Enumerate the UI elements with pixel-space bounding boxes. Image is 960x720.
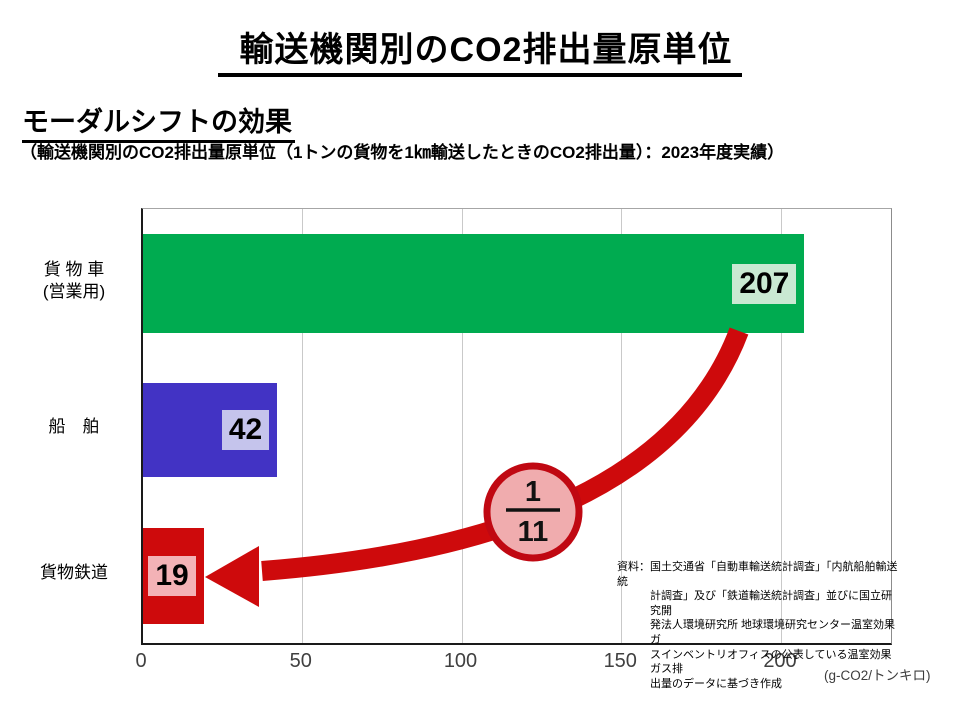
x-tick-150: 150 (603, 650, 637, 672)
x-axis-unit-label: (g-CO2/トンキロ) (824, 668, 931, 683)
bar-貨物車（営業用） (143, 234, 805, 333)
source-note-line: スインベントリオフィスの公表している温室効果ガス排 (650, 648, 892, 676)
chart-subtitle-note: （輸送機関別のCO2排出量原単位（1トンの貨物を1㎞輸送したときのCO2排出量）… (20, 143, 785, 162)
value-label-貨物車（営業用）: 207 (732, 263, 797, 304)
gridline-200 (781, 209, 782, 643)
x-tick-200: 200 (763, 650, 797, 672)
category-label-貨物鉄道: 貨物鉄道 (40, 563, 108, 582)
x-tick-50: 50 (289, 650, 312, 672)
source-note-line: 出量のデータに基づき作成 (650, 677, 782, 690)
x-tick-100: 100 (443, 650, 478, 672)
value-label-船舶: 42 (221, 410, 270, 450)
title-row: 輸送機関別のCO2排出量原単位 (0, 22, 960, 77)
category-label-船舶: 船 舶 (48, 417, 100, 436)
value-label-貨物鉄道: 19 (148, 556, 196, 596)
x-tick-0: 0 (135, 650, 147, 672)
page-title: 輸送機関別のCO2排出量原単位 (217, 22, 743, 77)
source-note: 資料：国土交通省「自動車輸送統計調査」「内航船舶輸送統 計調査」及び「鉄道輸送統計… (617, 560, 901, 691)
chart-subtitle: モーダルシフトの効果 (22, 100, 295, 143)
source-note-line: 計調査」及び「鉄道輸送統計調査」並びに国立研究開 (650, 590, 892, 617)
source-note-line: 発法人環境研究所 地球環境研究センター温室効果ガ (650, 619, 896, 646)
category-label-貨物車（営業用）: 貨 物 車 (営業用) (42, 259, 106, 301)
source-note-line: 資料：国土交通省「自動車輸送統計調査」「内航船舶輸送統 (617, 561, 898, 588)
